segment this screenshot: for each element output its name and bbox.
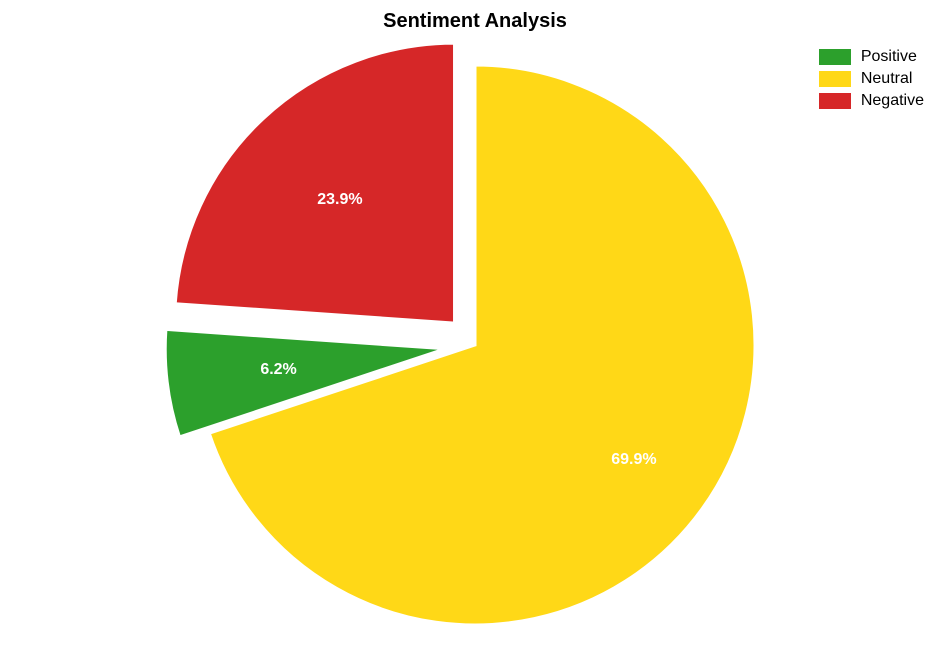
pie-slice-negative	[175, 43, 454, 323]
legend-label-negative: Negative	[861, 92, 924, 110]
legend-item-neutral: Neutral	[819, 70, 924, 88]
legend-item-negative: Negative	[819, 92, 924, 110]
pie-svg	[0, 0, 950, 662]
slice-label-neutral: 69.9%	[611, 451, 656, 469]
legend-label-neutral: Neutral	[861, 70, 913, 88]
slice-label-positive: 6.2%	[260, 361, 296, 379]
legend-swatch-neutral	[819, 71, 851, 87]
legend-swatch-positive	[819, 49, 851, 65]
legend-swatch-negative	[819, 93, 851, 109]
sentiment-pie-chart: Sentiment Analysis Positive Neutral Nega…	[0, 0, 950, 662]
legend-label-positive: Positive	[861, 48, 917, 66]
legend-item-positive: Positive	[819, 48, 924, 66]
chart-legend: Positive Neutral Negative	[819, 48, 924, 114]
slice-label-negative: 23.9%	[317, 191, 362, 209]
